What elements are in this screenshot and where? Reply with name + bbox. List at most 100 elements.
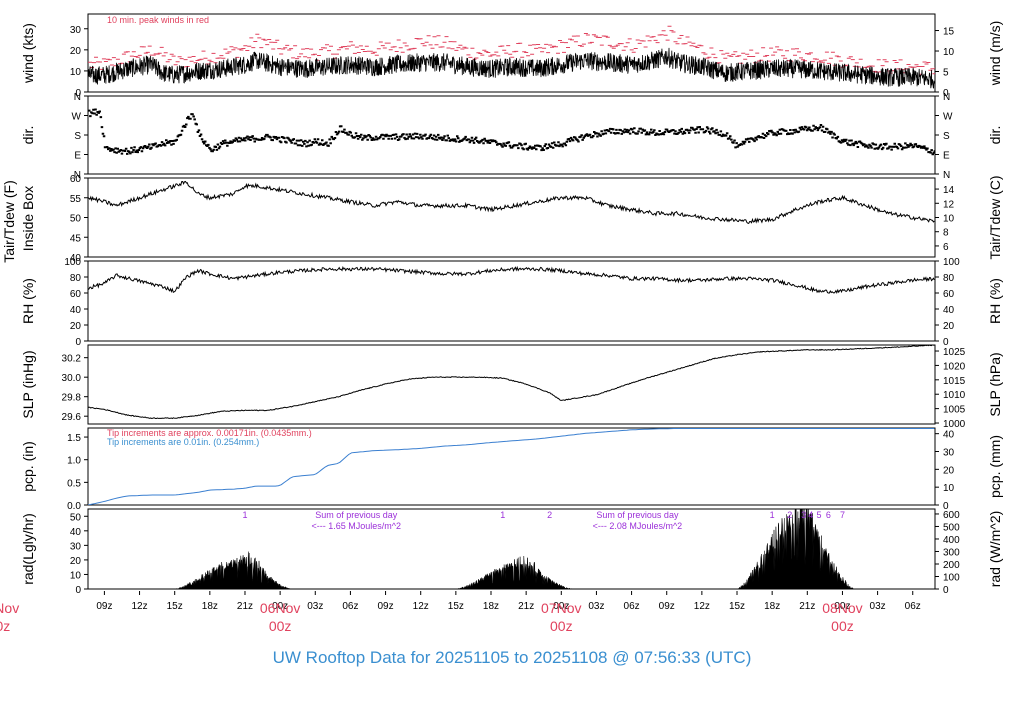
slp-right-tick-label: 1010 [943, 390, 966, 401]
rad-ylabel-right: rad (W/m^2) [987, 511, 1003, 588]
time-tick-label: 03z [870, 601, 886, 612]
time-tick-label: 18z [764, 601, 780, 612]
slp-left-tick-label: 29.8 [62, 393, 82, 404]
time-tick-label: 12z [413, 601, 429, 612]
dir-frame [87, 95, 936, 175]
rad-note-1-line2: <--- 1.65 MJoules/m^2 [312, 521, 402, 531]
pcp-right-tick-label: 20 [943, 465, 955, 476]
time-tick-label: 21z [237, 601, 253, 612]
time-axis: 09z 12z 15z 18z 21z 00z 03z 06z 09z 12z 15z 18z 21z 0… [0, 591, 921, 634]
day-label-date: 07Nov [541, 600, 581, 616]
time-tick-label: 00z [272, 601, 288, 612]
slp-right-tick-label: 1020 [943, 361, 966, 372]
time-tick-label: 21z [518, 601, 534, 612]
pcp-left-tick-label: 1.5 [67, 433, 81, 444]
slp-left-tick-label: 29.6 [62, 412, 82, 423]
wind-panel: 0 10 20 30 0 5 10 15 wind (kts) wind (m/s) 10 min.… [20, 13, 1003, 99]
time-tick-label: 06z [624, 601, 640, 612]
rh-ylabel-right: RH (%) [987, 278, 1003, 324]
rh-data [88, 265, 935, 294]
slp-right-tick-label: 1005 [943, 405, 966, 416]
rh-right-tick-label: 0 [943, 337, 949, 348]
day-label-date: 05Nov [0, 600, 19, 616]
pcp-ylabel-left: pcp. (in) [20, 441, 36, 492]
day-label-z: 00z [831, 618, 854, 634]
wind-frame [87, 13, 936, 93]
rad-ylabel-left: rad(Lgly/hr) [20, 513, 36, 585]
slp-right-tick-label: 1015 [943, 376, 966, 387]
rad-marker: 4 [808, 510, 813, 520]
rad-marker: 6 [826, 510, 831, 520]
rh-right-tick-label: 80 [943, 273, 955, 284]
rh-left-tick-label: 40 [70, 305, 82, 316]
slp-ylabel-left: SLP (inHg) [20, 350, 36, 418]
rad-day-1 [174, 551, 292, 589]
rad-day-3 [736, 509, 855, 589]
temp-right-tick-label: 8 [943, 228, 949, 239]
rh-line [88, 265, 935, 294]
pcp-line [88, 428, 935, 505]
rh-ylabel-left: RH (%) [20, 278, 36, 324]
wind-left-tick-label: 10 [70, 67, 82, 78]
rad-right-tick-label: 500 [943, 522, 960, 533]
rad-marker: 7 [840, 510, 845, 520]
dir-ylabel-left: dir. [20, 126, 36, 145]
wind-ylabel-left: wind (kts) [20, 23, 36, 84]
rh-right-tick-label: 60 [943, 289, 955, 300]
rad-marker: 1 [242, 510, 247, 520]
temp-left-tick-label: 55 [70, 194, 82, 205]
temp-data [88, 180, 935, 224]
dir-left-tick-label: N [74, 92, 81, 103]
rh-right-tick-label: 40 [943, 305, 955, 316]
wind-speed-line [88, 47, 935, 89]
rh-right-tick-label: 20 [943, 321, 955, 332]
temp-right-tick-label: 12 [943, 199, 955, 210]
rad-left-tick-label: 30 [70, 541, 82, 552]
time-tick-label: 12z [694, 601, 710, 612]
rh-left-tick-label: 80 [70, 273, 82, 284]
dir-points [88, 108, 935, 156]
pcp-frame [87, 427, 936, 506]
wind-right-tick-label: 5 [943, 68, 949, 79]
pcp-right-tick-label: 40 [943, 430, 955, 441]
rh-frame [87, 260, 936, 342]
rh-right-tick-label: 100 [943, 257, 960, 268]
dir-ylabel-right: dir. [987, 126, 1003, 145]
rh-left-tick-label: 100 [64, 257, 81, 268]
rad-data [174, 509, 855, 589]
temp-left-tick-label: 50 [70, 214, 82, 225]
slp-left-tick-label: 30.2 [62, 354, 82, 365]
wind-right-tick-label: 10 [943, 47, 955, 58]
rad-marker: 2 [787, 510, 792, 520]
rad-left-tick-label: 0 [75, 585, 81, 596]
slp-left-tick-label: 30.0 [62, 373, 82, 384]
pcp-ylabel-right: pcp. (mm) [987, 435, 1003, 498]
rad-panel: 010203040500100200300400500600rad(Lgly/h… [20, 508, 1003, 596]
rh-panel: 0 20 40 60 80 100 0 20 40 60 80 100 RH (%) RH (%) [20, 257, 1003, 348]
wind-right-tick-label: 15 [943, 27, 955, 38]
time-tick-label: 15z [448, 601, 464, 612]
slp-right-tick-label: 1025 [943, 347, 966, 358]
day-label-date: 06Nov [260, 600, 300, 616]
time-tick-label: 06z [905, 601, 921, 612]
temp-left-tick-label: 45 [70, 233, 82, 244]
time-tick-label: 00z [553, 601, 569, 612]
dir-right-tick-label: S [943, 131, 950, 142]
pcp-note-2: Tip increments are 0.01in. (0.254mm.) [107, 437, 259, 447]
time-tick-label: 12z [131, 601, 147, 612]
pcp-data [88, 428, 935, 505]
rad-day-2 [455, 555, 573, 589]
rad-marker: 2 [547, 510, 552, 520]
dir-right-tick-label: N [943, 170, 950, 181]
pcp-right-tick-label: 30 [943, 448, 955, 459]
rad-left-tick-label: 50 [70, 512, 82, 523]
temp-right-tick-label: 14 [943, 185, 955, 196]
wind-left-tick-label: 30 [70, 25, 82, 36]
temp-ylabel-right: Tair/Tdew (C) [987, 175, 1003, 259]
rad-right-tick-label: 100 [943, 572, 960, 583]
dir-left-tick-label: N [74, 170, 81, 181]
rad-right-tick-label: 600 [943, 510, 960, 521]
temp-ylabel-left: Tair/Tdew (F) [1, 180, 17, 262]
